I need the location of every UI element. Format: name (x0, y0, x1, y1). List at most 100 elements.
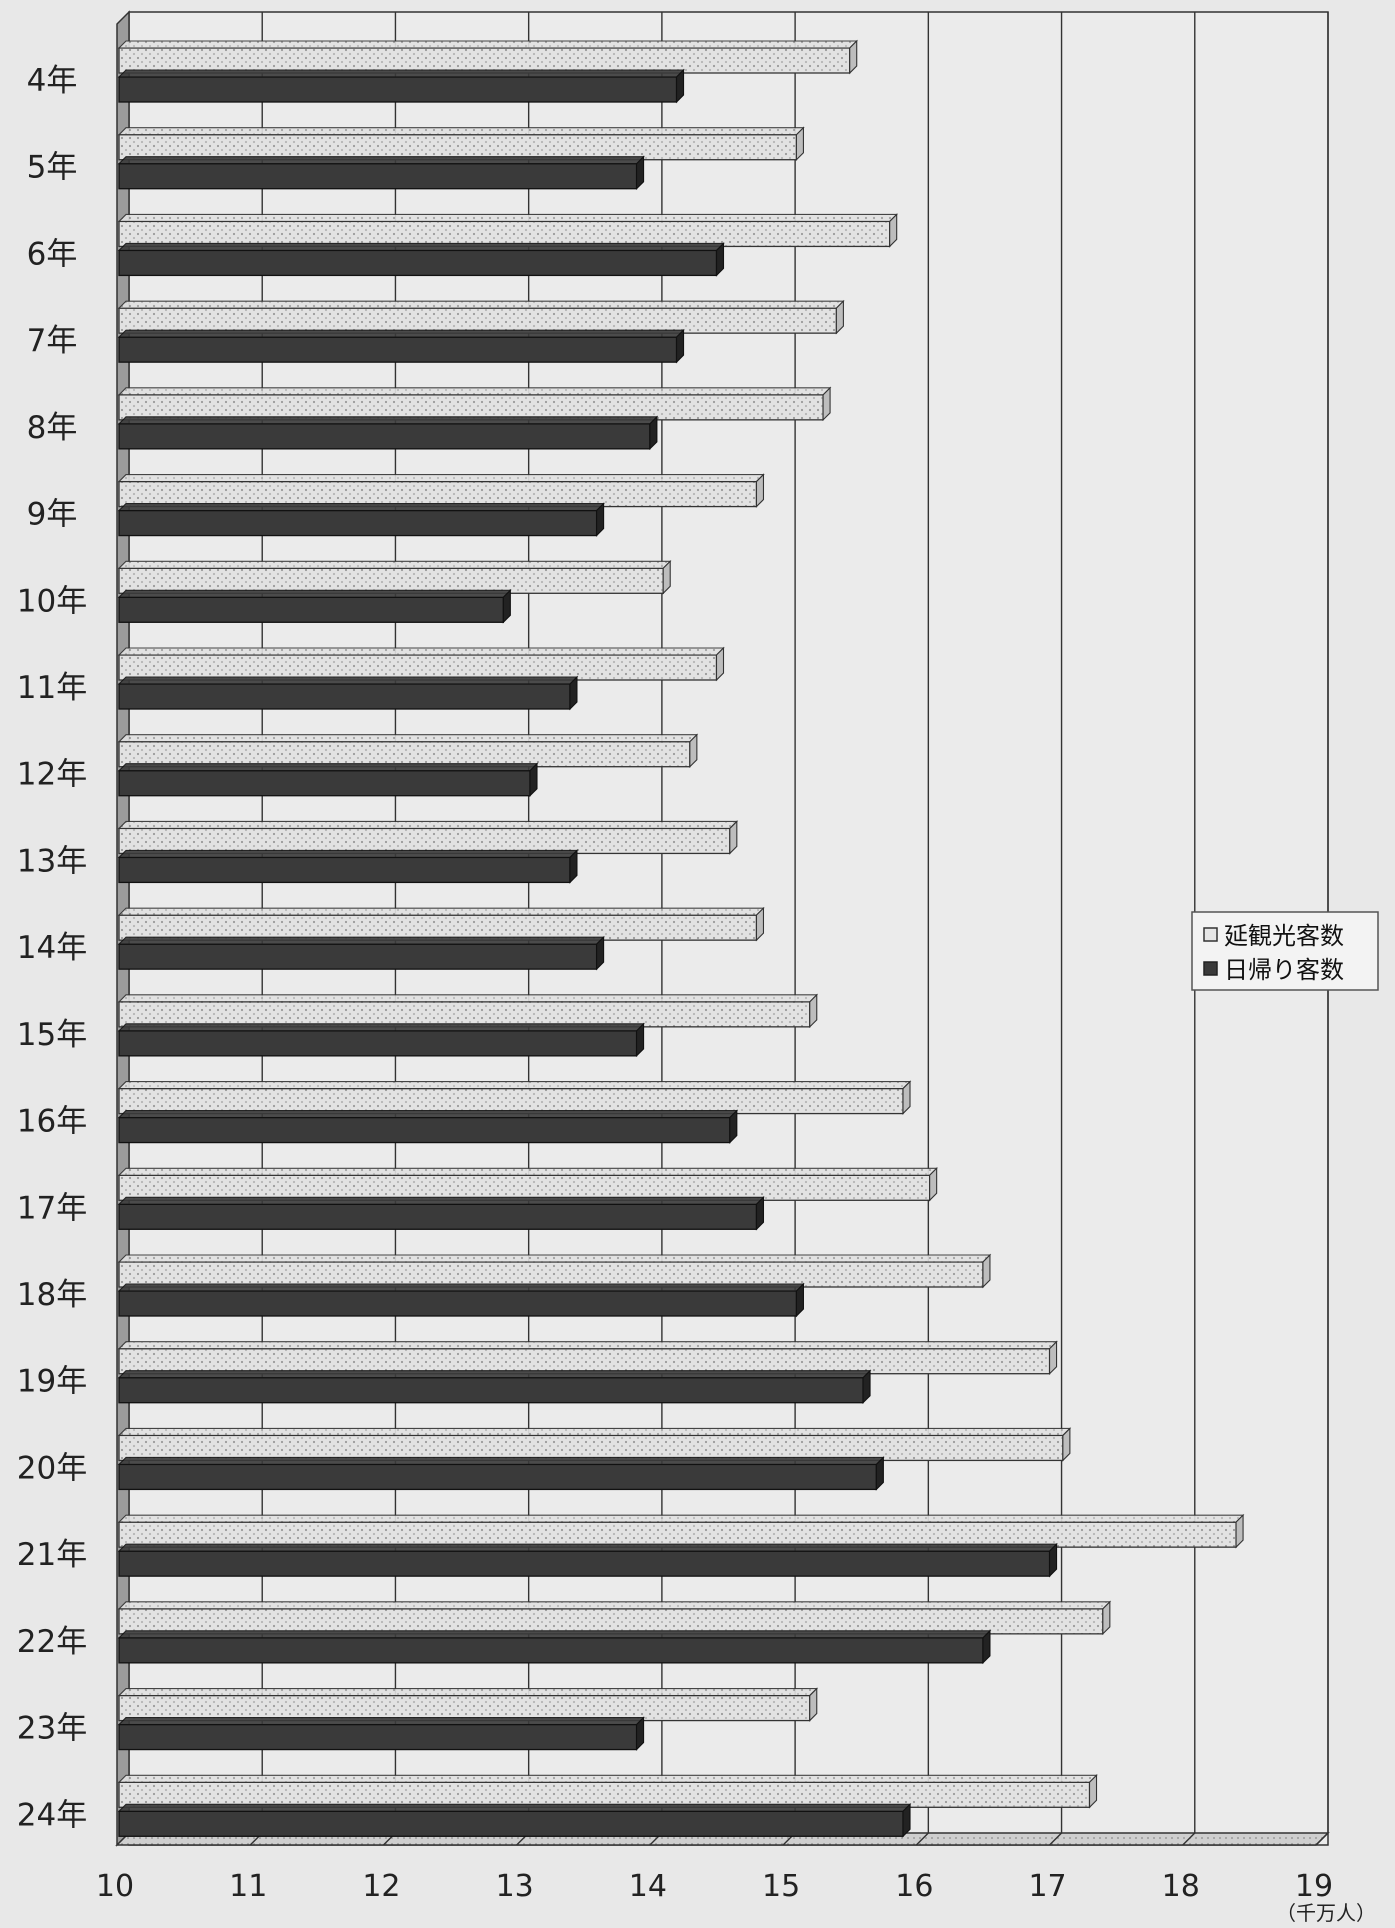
category-label: 16年 (17, 1104, 87, 1140)
category-label: 12年 (17, 757, 87, 793)
bar-series2-18-end (982, 1629, 991, 1665)
bar-series2-17-top (117, 1543, 1058, 1552)
bar-series2-4-end (649, 415, 658, 451)
bar-series1-5-end (755, 473, 765, 508)
bar-series2-7-end (569, 675, 578, 711)
bar-series1-10-end (755, 906, 765, 942)
bar-series1-13-end (929, 1166, 938, 1202)
bar-series1-7-end (715, 646, 725, 682)
bar-series1-5 (117, 473, 765, 508)
bar-series1-2-end (889, 213, 898, 248)
bar-series1-18-top (117, 1601, 1112, 1610)
bar-series2-9 (117, 849, 579, 884)
bar-series2-13 (117, 1195, 765, 1231)
bar-series2-16-top (117, 1456, 885, 1465)
bar-series2-19 (117, 1716, 645, 1751)
bar-series1-0-end (849, 39, 858, 75)
bar-series2-2-front (118, 249, 718, 277)
bar-series2-19-top (117, 1717, 645, 1726)
bar-series2-3-top (117, 329, 685, 338)
bar-series1-19-front (118, 1694, 811, 1722)
bar-series2-10-front (118, 943, 598, 970)
bar-series2-15 (117, 1369, 872, 1405)
bar-series1-11-top (117, 994, 819, 1003)
bar-series1-12 (117, 1080, 912, 1115)
bar-series2-14-end (795, 1282, 804, 1318)
legend: 延観光客数 日帰り客数 (1191, 911, 1379, 991)
bar-series2-13-top (117, 1196, 765, 1205)
category-label: 9年 (27, 497, 78, 533)
bar-series1-8-front (118, 741, 691, 768)
bar-series2-7 (117, 675, 579, 711)
grid-floor-line-16 (915, 1832, 929, 1846)
bar-series1-14-end (982, 1253, 991, 1289)
category-label: 8年 (27, 410, 78, 446)
bar-series2-10-top (117, 936, 605, 945)
bar-series1-13 (117, 1166, 938, 1202)
bar-series1-3-top (117, 300, 845, 309)
bar-series1-3-end (835, 299, 844, 335)
bar-series1-4-end (822, 386, 831, 422)
category-label: 7年 (27, 323, 78, 359)
bar-series1-10-top (117, 907, 765, 916)
bar-series2-20-end (902, 1802, 911, 1838)
bar-series2-0-front (118, 76, 678, 103)
category-label: 20年 (17, 1450, 87, 1486)
bar-series1-17 (117, 1513, 1245, 1549)
bar-series2-11-front (118, 1030, 638, 1057)
x-tick-label: 10 (96, 1869, 134, 1904)
bar-series1-20-end (1088, 1773, 1098, 1809)
category-label: 15年 (17, 1017, 87, 1053)
category-label: 18年 (17, 1277, 87, 1313)
bar-series1-8 (117, 733, 699, 769)
bar-series2-17-front (118, 1550, 1051, 1577)
bar-series2-14-top (117, 1283, 805, 1292)
bar-series1-20 (117, 1773, 1098, 1809)
bar-series1-0 (117, 39, 859, 75)
bar-series2-8-top (117, 763, 539, 772)
bar-series1-15-end (1049, 1340, 1058, 1376)
bar-series1-15 (117, 1340, 1058, 1376)
bar-series1-4-top (117, 387, 832, 396)
bars (117, 39, 1245, 1838)
category-label: 6年 (27, 236, 78, 272)
x-tick-label: 16 (895, 1869, 933, 1904)
bar-series2-2-top (117, 242, 725, 251)
bar-series1-1-end (795, 126, 804, 162)
x-tick-label: 14 (629, 1869, 667, 1904)
bar-series2-18-front (118, 1637, 984, 1664)
bar-series1-17-top (117, 1514, 1245, 1523)
bar-series1-14 (117, 1253, 992, 1289)
bar-series2-6-front (118, 596, 504, 623)
bar-series1-6-front (118, 567, 664, 594)
category-label: 23年 (17, 1711, 87, 1747)
category-label: 10年 (17, 583, 87, 619)
legend-label-series1: 延観光客数 (1224, 922, 1344, 950)
bar-series2-3-front (118, 336, 678, 363)
bar-series1-14-top (117, 1254, 992, 1263)
bar-series1-14-front (118, 1261, 984, 1288)
bar-series1-10 (117, 906, 765, 942)
bar-series2-4-front (118, 423, 651, 450)
bar-series2-15-end (862, 1369, 871, 1405)
bar-series1-8-top (117, 734, 699, 743)
bar-series2-9-end (569, 849, 578, 884)
bar-series2-0 (117, 68, 685, 104)
bar-series2-4-top (117, 416, 659, 425)
bar-series2-1 (117, 155, 645, 191)
bar-series2-12-front (118, 1116, 731, 1144)
legend-swatch-series1 (1203, 927, 1218, 942)
bar-series2-17 (117, 1542, 1058, 1578)
grid-floor-line-19 (1315, 1832, 1329, 1846)
x-tick-label: 15 (762, 1869, 800, 1904)
bar-series1-9-end (729, 820, 738, 855)
bar-series2-8-front (118, 770, 531, 797)
grid-floor-line-18 (1182, 1832, 1196, 1846)
bar-series2-5-front (118, 509, 598, 537)
bar-series2-10-end (596, 935, 605, 971)
bar-series2-6-top (117, 589, 512, 598)
bar-series1-0-top (117, 40, 859, 49)
bar-series2-14-front (118, 1290, 798, 1317)
x-tick-label: 19 (1295, 1869, 1333, 1904)
bar-series2-8 (117, 762, 539, 798)
